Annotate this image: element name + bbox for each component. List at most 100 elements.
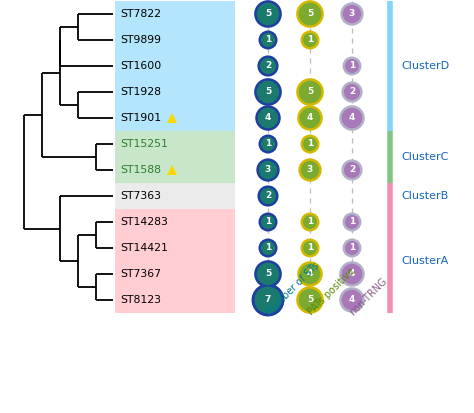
- Bar: [115, 235, 235, 261]
- Circle shape: [256, 158, 280, 182]
- Circle shape: [261, 241, 275, 255]
- Circle shape: [258, 238, 277, 257]
- Text: 2: 2: [265, 62, 271, 71]
- Circle shape: [299, 289, 321, 311]
- Circle shape: [301, 31, 319, 50]
- Text: ST1600: ST1600: [120, 61, 161, 71]
- Circle shape: [296, 78, 324, 106]
- Circle shape: [301, 135, 319, 154]
- Text: ST7363: ST7363: [120, 191, 161, 201]
- Circle shape: [256, 2, 279, 25]
- Circle shape: [255, 105, 281, 131]
- Circle shape: [341, 159, 363, 180]
- Circle shape: [256, 263, 279, 285]
- Circle shape: [252, 284, 284, 316]
- Circle shape: [340, 2, 364, 26]
- Text: 1: 1: [307, 244, 313, 252]
- Text: 5: 5: [307, 88, 313, 97]
- Text: ST1901: ST1901: [120, 113, 161, 123]
- Text: 1: 1: [265, 218, 271, 226]
- Circle shape: [299, 2, 321, 25]
- Bar: [115, 1, 235, 27]
- Circle shape: [257, 55, 279, 76]
- Text: 1: 1: [349, 62, 355, 71]
- Circle shape: [301, 238, 319, 257]
- Circle shape: [301, 213, 319, 232]
- Circle shape: [344, 84, 360, 100]
- Circle shape: [345, 215, 359, 229]
- Bar: [115, 79, 235, 105]
- Text: ClusterD: ClusterD: [401, 61, 449, 71]
- Circle shape: [299, 81, 321, 103]
- Text: Number of STs: Number of STs: [264, 260, 321, 317]
- Text: 1: 1: [307, 36, 313, 45]
- Text: 4: 4: [349, 295, 355, 304]
- Circle shape: [254, 0, 282, 28]
- Text: ST7822: ST7822: [120, 9, 161, 19]
- Circle shape: [256, 81, 279, 103]
- Text: 1: 1: [349, 218, 355, 226]
- Text: 4: 4: [307, 270, 313, 278]
- Circle shape: [345, 241, 359, 255]
- Circle shape: [255, 287, 282, 313]
- Circle shape: [345, 59, 359, 73]
- Text: 2: 2: [349, 88, 355, 97]
- Circle shape: [300, 108, 320, 128]
- Circle shape: [341, 81, 363, 102]
- Circle shape: [303, 241, 317, 255]
- Bar: [115, 53, 235, 79]
- Circle shape: [303, 33, 317, 47]
- Text: 5: 5: [265, 9, 271, 19]
- Circle shape: [343, 5, 361, 23]
- Circle shape: [342, 264, 362, 284]
- Circle shape: [258, 31, 277, 50]
- Text: 2: 2: [265, 192, 271, 200]
- Circle shape: [260, 58, 276, 74]
- Text: 1: 1: [349, 244, 355, 252]
- Circle shape: [258, 213, 277, 232]
- Text: 4: 4: [349, 270, 355, 278]
- Text: 5: 5: [307, 9, 313, 19]
- Circle shape: [254, 78, 282, 106]
- Circle shape: [300, 264, 320, 284]
- Text: 5: 5: [307, 295, 313, 304]
- Bar: [115, 157, 235, 183]
- Circle shape: [261, 137, 275, 151]
- Text: 3: 3: [349, 9, 355, 19]
- Circle shape: [339, 105, 365, 131]
- Text: ST1928: ST1928: [120, 87, 161, 97]
- Text: 3: 3: [307, 166, 313, 175]
- Bar: [115, 287, 235, 313]
- Circle shape: [258, 135, 277, 154]
- Text: non-TRNG: non-TRNG: [348, 275, 389, 317]
- Text: 3: 3: [265, 166, 271, 175]
- Circle shape: [303, 215, 317, 229]
- Circle shape: [343, 57, 362, 76]
- Circle shape: [343, 238, 362, 257]
- Text: 4: 4: [307, 114, 313, 123]
- Circle shape: [260, 188, 276, 204]
- Circle shape: [342, 108, 362, 128]
- Text: PATs positive: PATs positive: [306, 266, 357, 317]
- Circle shape: [257, 185, 279, 206]
- Text: ClusterA: ClusterA: [401, 256, 448, 266]
- Circle shape: [343, 213, 362, 232]
- Bar: [115, 27, 235, 53]
- Text: 4: 4: [349, 114, 355, 123]
- Text: ST1588: ST1588: [120, 165, 161, 175]
- Circle shape: [261, 33, 275, 47]
- Circle shape: [254, 260, 282, 288]
- Text: 4: 4: [265, 114, 271, 123]
- Circle shape: [259, 161, 277, 179]
- Circle shape: [297, 105, 323, 131]
- Text: ST7367: ST7367: [120, 269, 161, 279]
- Text: ClusterB: ClusterB: [401, 191, 448, 201]
- Bar: [115, 261, 235, 287]
- Text: ClusterC: ClusterC: [401, 152, 448, 162]
- Circle shape: [298, 158, 322, 182]
- Bar: [115, 209, 235, 235]
- Circle shape: [303, 137, 317, 151]
- Circle shape: [344, 162, 360, 178]
- Circle shape: [301, 161, 319, 179]
- Circle shape: [296, 286, 324, 314]
